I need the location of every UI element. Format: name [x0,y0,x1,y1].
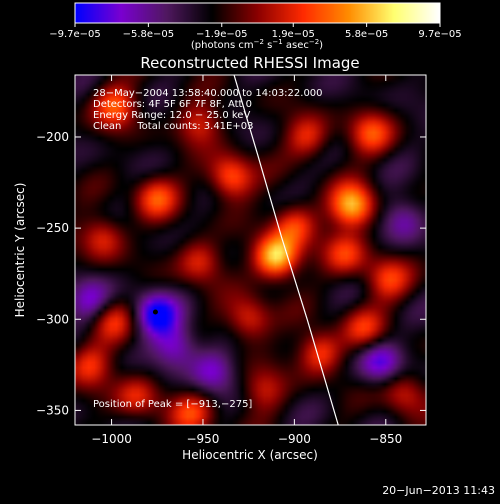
axis-ticks: −1000 −950 −900 −850 −200 −250 −300 −350 [36,75,426,446]
colorbar: −9.7e−05 −5.8e−05 −1.9e−05 1.9e−05 5.8e−05 9.… [49,2,462,51]
info-line-time: 28−May−2004 13:58:40.000 to 14:03:22.000 [93,88,323,99]
info-line-counts: Clean Total counts: 3.41E+03 [93,121,253,132]
x-tick-label: −950 [186,432,219,446]
colorbar-tick-label: −9.7e−05 [49,29,101,40]
y-tick-label: −350 [36,403,69,417]
peak-position-label: Position of Peak = [−913,−275] [93,399,252,410]
colorbar-tick-label: −5.8e−05 [123,29,175,40]
y-axis-label: Heliocentric Y (arcsec) [13,183,27,318]
colorbar-tick-label: 9.7e−05 [418,29,461,40]
x-tick-label: −850 [369,432,402,446]
colorbar-units: (photons cm−2 s−1 asec−2) [191,38,323,51]
info-text: 28−May−2004 13:58:40.000 to 14:03:22.000… [93,88,323,132]
source-marker [152,309,158,315]
colorbar-tick-label: 5.8e−05 [345,29,388,40]
x-axis-label: Heliocentric X (arcsec) [182,448,318,462]
info-line-energy: Energy Range: 12.0 − 25.0 keV [93,110,250,121]
colorbar-tick-label: −1.9e−05 [196,29,248,40]
x-tick-label: −1000 [91,432,132,446]
x-tick-label: −900 [278,432,311,446]
y-tick-label: −250 [36,221,69,235]
timestamp: 20−Jun−2013 11:43 [382,484,495,497]
colorbar-tick-label: 1.9e−05 [272,29,315,40]
colorbar-gradient [74,2,441,24]
colorbar-fill [75,3,440,23]
plot-frame [74,74,427,426]
colorbar-ticks: −9.7e−05 −5.8e−05 −1.9e−05 1.9e−05 5.8e−05 9.… [49,23,462,40]
solar-limb-line [233,75,339,425]
chart-title: Reconstructed RHESSI Image [140,54,359,72]
y-tick-label: −300 [36,312,69,326]
y-tick-label: −200 [36,130,69,144]
info-line-detectors: Detectors: 4F 5F 6F 7F 8F, Att 0 [93,99,252,110]
heatmap-image [75,75,426,425]
